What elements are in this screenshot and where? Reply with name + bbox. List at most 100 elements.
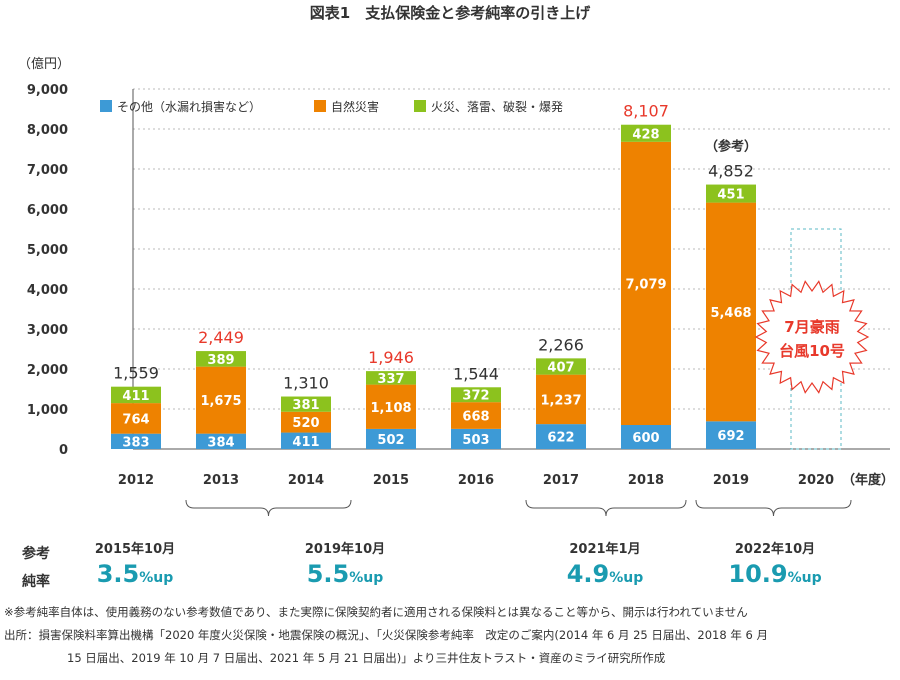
rate-unit: %up bbox=[609, 570, 644, 586]
reference-label: （参考） bbox=[705, 139, 757, 155]
x-tick-label: 2015 bbox=[373, 473, 409, 488]
bar-segment bbox=[451, 387, 501, 403]
total-label: 8,107 bbox=[623, 102, 669, 121]
brace bbox=[525, 499, 687, 517]
x-tick-label: 2020 bbox=[798, 473, 834, 488]
legend-label: 火災、落雷、破裂・爆発 bbox=[431, 99, 563, 114]
segment-label: 451 bbox=[717, 188, 744, 203]
y-tick-label: 1,000 bbox=[27, 403, 68, 418]
total-label: 1,559 bbox=[113, 364, 159, 383]
total-label: 2,266 bbox=[538, 335, 584, 354]
segment-label: 1,675 bbox=[200, 394, 241, 409]
placeholder-bar-2020 bbox=[790, 228, 842, 450]
segment-label: 389 bbox=[207, 353, 234, 368]
brace bbox=[185, 499, 352, 517]
rate-unit: %up bbox=[139, 570, 174, 586]
rate-value: 4.9%up bbox=[505, 560, 705, 588]
x-tick-label: 2014 bbox=[288, 473, 324, 488]
chart-title: 図表1 支払保険金と参考純率の引き上げ bbox=[309, 4, 591, 22]
segment-label: 1,237 bbox=[540, 393, 581, 408]
segment-label: 411 bbox=[122, 389, 149, 404]
bar-segment bbox=[196, 366, 246, 434]
segment-label: 600 bbox=[632, 431, 659, 446]
stacked-bar-chart: （億円） 0 1,000 2,000 3,000 4,000 5,000 6,000 7,000… bbox=[18, 56, 894, 517]
legend-label: その他（水漏れ損害など） bbox=[117, 99, 261, 114]
segment-label: 5,468 bbox=[710, 306, 751, 321]
bar-segment bbox=[706, 421, 756, 449]
bar-segment bbox=[536, 358, 586, 375]
y-tick-label: 0 bbox=[59, 443, 68, 458]
y-tick-label: 3,000 bbox=[27, 323, 68, 338]
y-tick-label: 9,000 bbox=[27, 83, 68, 98]
x-axis-label: （年度） bbox=[842, 472, 894, 488]
rate-number: 10.9 bbox=[728, 560, 788, 588]
segment-label: 7,079 bbox=[625, 277, 666, 292]
segment-label: 428 bbox=[632, 127, 659, 142]
segment-label: 372 bbox=[462, 389, 489, 404]
legend-swatch bbox=[314, 100, 326, 112]
note-disclaimer: ※参考純率自体は、使用義務のない参考数値であり、また実際に保険契約者に適用される… bbox=[4, 605, 748, 619]
bar-segment bbox=[621, 141, 671, 425]
bar-segment bbox=[621, 124, 671, 142]
y-tick-label: 2,000 bbox=[27, 363, 68, 378]
bar-segment bbox=[281, 396, 331, 412]
bar-segment bbox=[366, 384, 416, 429]
rate-value: 5.5%up bbox=[245, 560, 445, 588]
bar-segment bbox=[196, 433, 246, 449]
rate-number: 3.5 bbox=[96, 560, 140, 588]
rate-date: 2022年10月 bbox=[734, 542, 816, 557]
segment-label: 668 bbox=[462, 410, 489, 425]
brace bbox=[695, 499, 852, 517]
legend-swatch bbox=[414, 100, 426, 112]
burst-label: 7月豪雨 bbox=[784, 318, 839, 336]
rate-date: 2015年10月 bbox=[94, 542, 176, 557]
segment-label: 337 bbox=[377, 372, 404, 387]
total-label: 2,449 bbox=[198, 328, 244, 347]
rate-value: 3.5%up bbox=[35, 560, 235, 588]
segment-label: 383 bbox=[122, 435, 149, 450]
bar-segment bbox=[706, 202, 756, 422]
rates-label-2: 純率 bbox=[22, 574, 50, 590]
x-tick-label: 2018 bbox=[628, 473, 664, 488]
x-tick-label: 2013 bbox=[203, 473, 239, 488]
y-tick-label: 4,000 bbox=[27, 283, 68, 298]
bar-segment bbox=[536, 424, 586, 449]
y-axis-label: （億円） bbox=[18, 56, 70, 72]
rate-value: 10.9%up bbox=[675, 560, 875, 588]
segment-label: 520 bbox=[292, 416, 319, 431]
bar-segment bbox=[196, 351, 246, 367]
rate-number: 5.5 bbox=[306, 560, 350, 588]
bar-segment bbox=[366, 428, 416, 449]
bar-segment bbox=[621, 425, 671, 449]
bar-segment bbox=[536, 374, 586, 425]
bar-segment bbox=[366, 371, 416, 385]
segment-label: 502 bbox=[377, 433, 404, 448]
bar-segment bbox=[281, 411, 331, 433]
rate-number: 4.9 bbox=[566, 560, 610, 588]
x-tick-label: 2019 bbox=[713, 473, 749, 488]
legend-label: 自然災害 bbox=[331, 99, 379, 114]
y-tick-label: 5,000 bbox=[27, 243, 68, 258]
segment-label: 503 bbox=[462, 433, 489, 448]
y-tick-label: 6,000 bbox=[27, 203, 68, 218]
segment-label: 764 bbox=[122, 412, 149, 427]
rates-label-1: 参考 bbox=[22, 546, 50, 562]
bar-segment bbox=[281, 432, 331, 449]
total-label: 1,946 bbox=[368, 348, 414, 367]
bar-segment bbox=[111, 403, 161, 434]
segment-label: 384 bbox=[207, 435, 234, 450]
x-tick-label: 2017 bbox=[543, 473, 579, 488]
x-tick-label: 2016 bbox=[458, 473, 494, 488]
rate-unit: %up bbox=[787, 570, 822, 586]
x-tick-label: 2012 bbox=[118, 473, 154, 488]
y-tick-label: 7,000 bbox=[27, 163, 68, 178]
rate-unit: %up bbox=[349, 570, 384, 586]
total-label: 1,544 bbox=[453, 364, 499, 383]
total-label: 1,310 bbox=[283, 374, 329, 393]
bar-segment bbox=[111, 433, 161, 449]
bar-segment bbox=[706, 184, 756, 203]
rate-date: 2021年1月 bbox=[569, 542, 641, 557]
bar-segment bbox=[111, 386, 161, 404]
segment-label: 407 bbox=[547, 361, 574, 376]
rate-date: 2019年10月 bbox=[304, 542, 386, 557]
